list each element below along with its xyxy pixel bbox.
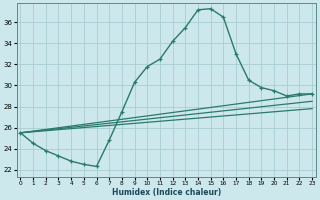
- X-axis label: Humidex (Indice chaleur): Humidex (Indice chaleur): [112, 188, 221, 197]
